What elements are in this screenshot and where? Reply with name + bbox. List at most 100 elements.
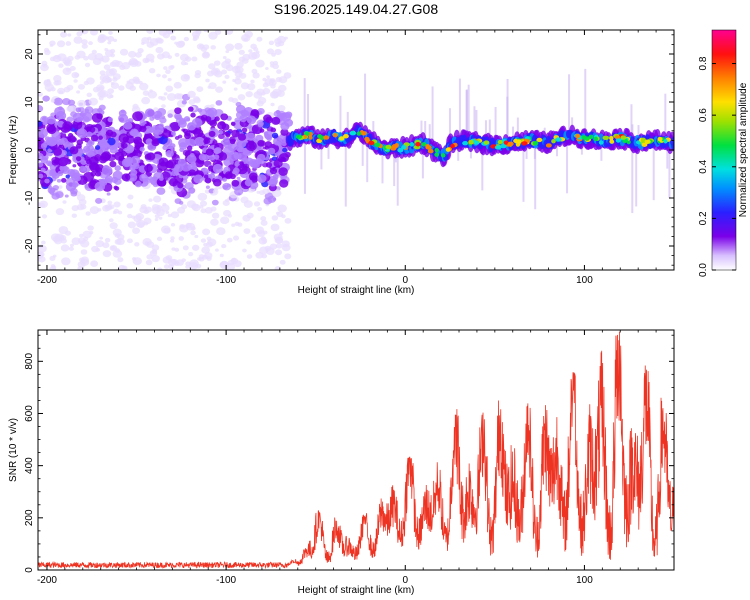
spectrogram-noise-blob bbox=[95, 84, 105, 92]
snr-x-tick-label: -200 bbox=[37, 575, 57, 586]
spectrogram-band-blob bbox=[100, 128, 106, 134]
spectrogram-noise-blob bbox=[62, 200, 67, 204]
spectrogram-ridge-peak bbox=[364, 136, 370, 142]
spectrogram-band-blob bbox=[256, 153, 266, 162]
spectrogram-streak bbox=[393, 148, 396, 187]
spectrogram-noise-blob bbox=[74, 72, 80, 78]
spectrogram-band-blob bbox=[246, 115, 257, 125]
spectrogram-noise-blob bbox=[95, 240, 105, 248]
spectrogram-noise-blob bbox=[279, 231, 284, 235]
spectrogram-band-blob bbox=[280, 128, 289, 136]
spectrogram-noise-blob bbox=[139, 82, 149, 91]
spectrogram-noise-blob bbox=[214, 187, 219, 191]
spectrogram-noise-blob bbox=[258, 237, 268, 245]
spectrogram-band-blob bbox=[213, 148, 221, 155]
spectrogram-noise-blob bbox=[112, 73, 121, 80]
spectrogram-noise-blob bbox=[255, 251, 264, 259]
spectrogram-ridge-core bbox=[671, 141, 674, 150]
spectrogram-band-blob bbox=[133, 136, 143, 145]
spectrogram-noise-blob bbox=[233, 260, 242, 268]
spectrogram-band-blob bbox=[51, 159, 59, 166]
spectrogram-band-blob bbox=[82, 111, 93, 122]
spectrogram-band-blob bbox=[222, 177, 227, 182]
snr-x-tick-label: -100 bbox=[216, 575, 236, 586]
snr-y-ticks: 0 200 400 600 800 bbox=[24, 334, 674, 573]
spectrogram-noise-blob bbox=[179, 224, 189, 233]
spectrogram-noise-blob bbox=[126, 238, 133, 244]
spectrogram-band-blob bbox=[40, 167, 46, 173]
spectrogram-ridge-peak bbox=[468, 139, 474, 145]
spectrogram-band-blob bbox=[235, 138, 247, 148]
spectrogram-noise-blob bbox=[266, 75, 270, 79]
spectrogram-streak bbox=[484, 120, 487, 145]
spectrogram-band-blob bbox=[213, 154, 220, 160]
spectrogram-noise-blob bbox=[189, 259, 199, 268]
spectrogram-noise-blob bbox=[256, 190, 261, 194]
spectrogram-noise-blob bbox=[221, 243, 227, 249]
spectrogram-streak bbox=[494, 106, 497, 146]
spectrogram-streak bbox=[364, 73, 367, 136]
spectrogram-band-blob bbox=[194, 136, 205, 147]
spectrogram-noise-blob bbox=[47, 187, 56, 194]
spectrogram-noise-blob bbox=[117, 210, 123, 215]
spectrogram-noise-blob bbox=[236, 176, 241, 180]
spectrogram-noise-blob bbox=[256, 36, 263, 42]
spectrogram-ridge-peak bbox=[483, 140, 490, 145]
spectrogram-streak bbox=[664, 93, 667, 142]
spectrogram-noise-blob bbox=[196, 86, 204, 92]
spectrogram-noise-blob bbox=[73, 79, 78, 83]
spectrogram-noise-blob bbox=[277, 104, 286, 112]
spectrogram-band-blob bbox=[174, 107, 182, 115]
spectrogram-band-blob bbox=[245, 141, 257, 152]
spectrogram-noise-blob bbox=[206, 256, 212, 261]
spectrogram-noise-blob bbox=[126, 80, 131, 84]
spectrogram-noise-blob bbox=[160, 204, 170, 212]
spectrogram-band-blob bbox=[134, 180, 142, 188]
figure-title: S196.2025.149.04.27.G08 bbox=[274, 1, 438, 17]
spectrogram-band-blob bbox=[169, 121, 181, 132]
spectrogram-ridge-peak bbox=[427, 149, 434, 154]
spectrogram-ridge-peak bbox=[462, 140, 469, 146]
spectrogram-noise-blob bbox=[234, 42, 243, 50]
spectrogram-noise-blob bbox=[182, 245, 189, 251]
spectrogram-noise-blob bbox=[163, 264, 170, 269]
spectrogram-streak bbox=[467, 84, 470, 142]
spectrogram-noise-blob bbox=[218, 133, 225, 140]
spectrogram-band-blob bbox=[164, 160, 174, 169]
spectrogram-ridge-peak bbox=[415, 142, 421, 147]
spectrogram-noise-blob bbox=[98, 96, 104, 101]
spectrogram-noise-blob bbox=[66, 116, 74, 123]
spectrogram-noise-blob bbox=[161, 74, 167, 79]
spectrogram-band-blob bbox=[65, 182, 77, 192]
spectrogram-noise-blob bbox=[151, 255, 160, 263]
spectrogram-band-blob bbox=[198, 153, 207, 161]
spectrogram-streak bbox=[339, 95, 342, 140]
spectrogram-band-blob bbox=[239, 161, 244, 166]
spectrogram-noise-blob bbox=[180, 60, 187, 66]
spectrogram-band-blob bbox=[186, 154, 197, 164]
spectrogram-streak bbox=[458, 78, 461, 141]
spectrogram-noise-blob bbox=[187, 90, 196, 98]
spectrogram-noise-blob bbox=[281, 240, 290, 248]
spectrogram-noise-blob bbox=[170, 239, 175, 243]
spectrogram-ridge-peak bbox=[323, 135, 330, 140]
spectrogram-noise-blob bbox=[225, 30, 234, 35]
spectrogram-streak bbox=[431, 86, 434, 151]
spectrogram-band-blob bbox=[184, 130, 191, 137]
spectrogram-band-blob bbox=[98, 135, 103, 140]
spectrogram-band-blob bbox=[41, 155, 47, 161]
spectrogram-ridge-peak bbox=[515, 139, 522, 144]
spectrogram-noise-blob bbox=[177, 134, 183, 139]
spectrogram-noise-blob bbox=[38, 92, 43, 97]
spectrogram-noise-blob bbox=[210, 104, 215, 108]
spectrogram-band-blob bbox=[67, 135, 77, 143]
spectrogram-streak bbox=[481, 143, 484, 191]
spectrogram-noise-blob bbox=[53, 97, 64, 106]
spectrogram-noise-blob bbox=[121, 62, 131, 70]
spectrogram-noise-blob bbox=[279, 259, 286, 265]
spectrogram-band-blob bbox=[233, 167, 240, 174]
spectrogram-band-blob bbox=[46, 116, 56, 125]
spectrogram-noise-blob bbox=[173, 113, 182, 120]
spectrogram-noise-blob bbox=[132, 257, 142, 266]
spectrogram-streak bbox=[631, 141, 634, 214]
